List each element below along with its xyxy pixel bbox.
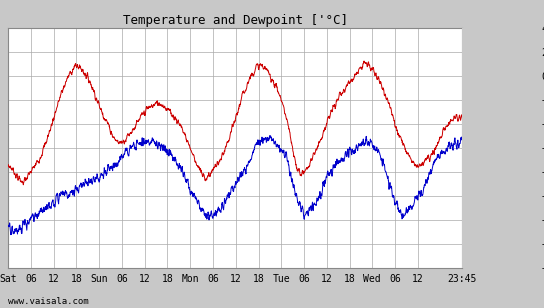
Text: www.vaisala.com: www.vaisala.com: [8, 298, 89, 306]
Title: Temperature and Dewpoint ['°C]: Temperature and Dewpoint ['°C]: [123, 14, 348, 26]
